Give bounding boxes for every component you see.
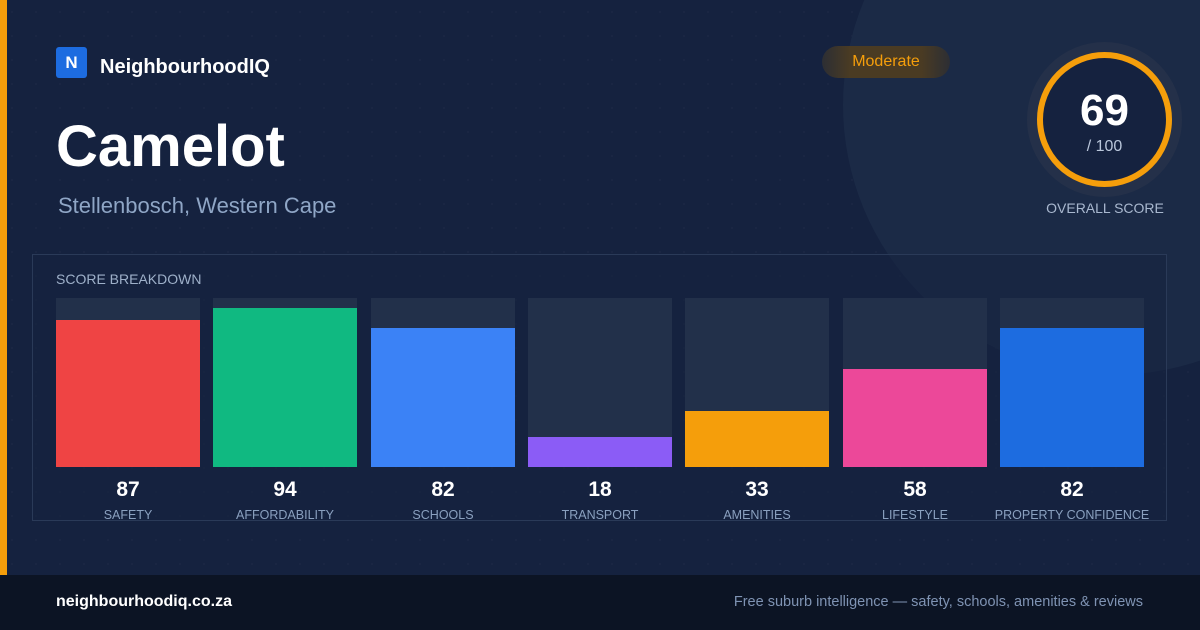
bar-column: 58 LIFESTYLE xyxy=(843,298,987,522)
bar xyxy=(213,308,357,467)
bar-value-label: 33 xyxy=(745,478,769,501)
brand-name: NeighbourhoodIQ xyxy=(100,56,270,78)
bar-value-label: 18 xyxy=(588,478,612,501)
bar xyxy=(371,328,515,467)
bar-column: 18 TRANSPORT xyxy=(528,298,672,522)
bar-track xyxy=(56,298,200,467)
bar xyxy=(843,369,987,467)
bar-track xyxy=(213,298,357,467)
bar-value-label: 87 xyxy=(116,478,140,501)
bar-column: 87 SAFETY xyxy=(56,298,200,522)
bar-column: 33 AMENITIES xyxy=(685,298,829,522)
overall-score-gauge: 69 / 100 xyxy=(1027,42,1182,197)
bar-value-label: 58 xyxy=(903,478,927,501)
suburb-location: Stellenbosch, Western Cape xyxy=(58,193,337,218)
overall-score-value: 69 xyxy=(1080,86,1129,135)
footer: neighbourhoodiq.co.za Free suburb intell… xyxy=(0,575,1200,630)
bar-track xyxy=(528,298,672,467)
suburb-name: Camelot xyxy=(56,114,285,179)
overall-score-max: / 100 xyxy=(1086,138,1123,155)
bar-column: 82 SCHOOLS xyxy=(371,298,515,522)
bar xyxy=(528,437,672,467)
score-breakdown-title: SCORE BREAKDOWN xyxy=(56,271,202,287)
bar-column: 94 AFFORDABILITY xyxy=(213,298,357,522)
bar-category-label: SAFETY xyxy=(103,508,153,522)
bar-track xyxy=(371,298,515,467)
bar xyxy=(56,320,200,467)
bar-category-label: LIFESTYLE xyxy=(882,508,948,522)
bar-category-label: TRANSPORT xyxy=(561,508,639,522)
bar-track xyxy=(1000,298,1144,467)
brand[interactable]: N NeighbourhoodIQ xyxy=(56,46,270,79)
bar-category-label: AMENITIES xyxy=(723,508,791,522)
bar-track xyxy=(685,298,829,467)
score-ring: 69 / 100 xyxy=(1037,52,1172,187)
bar-value-label: 94 xyxy=(273,478,297,501)
bar-category-label: PROPERTY CONFIDENCE xyxy=(994,508,1150,522)
accent-bar xyxy=(0,0,7,575)
rating-badge: Moderate xyxy=(822,46,950,78)
bar xyxy=(1000,328,1144,467)
bar-category-label: AFFORDABILITY xyxy=(236,508,334,522)
bar-column: 82 PROPERTY CONFIDENCE xyxy=(995,298,1149,522)
bar-value-label: 82 xyxy=(1060,478,1084,501)
bar-track xyxy=(843,298,987,467)
footer-tagline: Free suburb intelligence — safety, schoo… xyxy=(733,594,1143,610)
footer-url-link[interactable]: neighbourhoodiq.co.za xyxy=(56,593,232,610)
bar xyxy=(685,411,829,467)
bar-value-label: 82 xyxy=(431,478,455,501)
brand-logo-icon: N xyxy=(56,47,87,78)
overall-score-label: OVERALL SCORE xyxy=(1046,200,1164,216)
bar-category-label: SCHOOLS xyxy=(412,508,474,522)
